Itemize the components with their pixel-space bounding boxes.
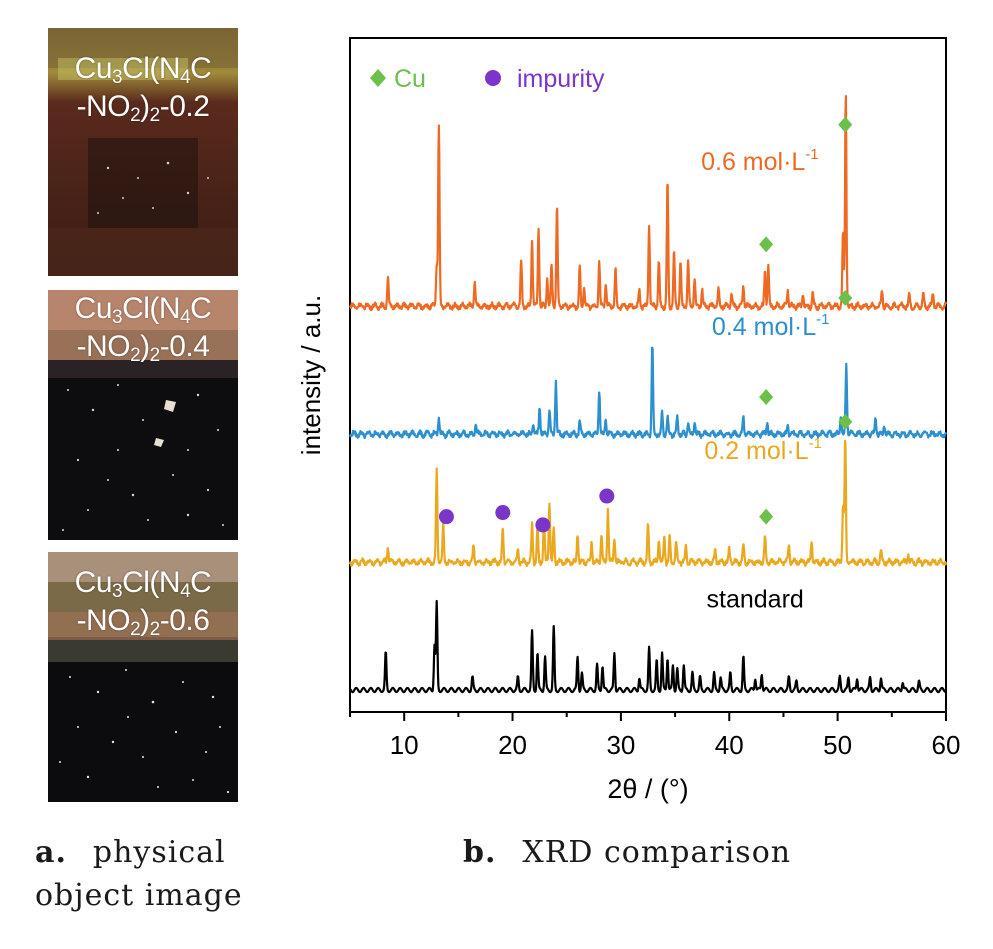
cu-peak-marker (838, 413, 853, 430)
x-tick-label: 20 (498, 730, 527, 760)
cu-peak-marker (759, 508, 774, 525)
cu-peak-marker (759, 236, 774, 253)
series-label-3: standard (707, 585, 804, 613)
sample-0.4-formula: Cu3Cl(N4C -NO2)2-0.4 (74, 292, 212, 366)
sparkles (97, 161, 209, 214)
white-flake (164, 400, 176, 412)
sample-photo-0.2: Cu3Cl(N4C -NO2)2-0.2 (48, 28, 238, 276)
legend-impurity-circle (485, 70, 501, 86)
cu-peak-marker (838, 116, 853, 133)
series-line-1 (348, 439, 948, 568)
sample-0.2-image (48, 28, 238, 276)
series-line-0 (349, 599, 947, 694)
legend-impurity-label: impurity (517, 65, 605, 93)
series-label-superscript: -1 (805, 146, 818, 163)
x-tick-label: 30 (606, 730, 635, 760)
x-tick-label: 50 (823, 730, 852, 760)
x-tick-label: 60 (932, 730, 961, 760)
caption-a-letter: a. (35, 835, 67, 870)
impurity-marker (535, 517, 551, 533)
caption-a-line1: physical (92, 835, 226, 870)
legend-cu-diamond (370, 69, 386, 87)
white-flake (154, 438, 164, 447)
x-tick-label: 40 (715, 730, 744, 760)
xrd-chart: 0.6 mol·L-1 0.4 mol·L-1 0.2 mol·L-1 standar… (296, 37, 961, 804)
sample-0.6-image (48, 552, 238, 802)
sparkles (62, 384, 224, 531)
series-line-3 (348, 94, 948, 312)
sample-0.6-formula: Cu3Cl(N4C -NO2)2-0.6 (74, 566, 212, 640)
series-label-0: 0.6 mol·L-1 (701, 146, 819, 176)
caption-b-letter: b. (463, 835, 497, 870)
caption-b-text: XRD comparison (522, 835, 792, 870)
sample-0.4-image (48, 290, 238, 540)
panel-b-caption: b. XRD comparison (463, 835, 791, 870)
panel-b-xrd: 0.6 mol·L-1 0.4 mol·L-1 0.2 mol·L-1 standar… (270, 0, 993, 949)
panel-a-caption: a. physical object image (35, 835, 243, 913)
panel-a-photos: Cu3Cl(N4C -NO2)2-0.2 Cu3Cl(N4C -NO2)2-0.… (0, 0, 270, 949)
caption-a-line2: object image (35, 878, 243, 913)
series-line-2 (348, 346, 948, 440)
x-axis-label: 2θ / (°) (607, 774, 688, 804)
legend-cu-label: Cu (394, 65, 426, 93)
impurity-marker (438, 509, 454, 525)
x-tick-label: 10 (390, 730, 419, 760)
series-label-superscript: -1 (816, 311, 829, 328)
series-label-superscript: -1 (809, 435, 822, 452)
series-label-2: 0.2 mol·L-1 (704, 435, 822, 465)
impurity-marker (599, 488, 615, 504)
plot-frame (349, 37, 947, 713)
y-axis-label: intensity / a.u. (296, 295, 326, 455)
sample-photo-0.6: Cu3Cl(N4C -NO2)2-0.6 (48, 552, 238, 802)
cu-peak-marker (759, 389, 774, 406)
series-label-1: 0.4 mol·L-1 (712, 311, 830, 341)
sparkles (59, 669, 230, 794)
impurity-marker (495, 505, 511, 521)
sample-0.2-formula: Cu3Cl(N4C -NO2)2-0.2 (74, 52, 212, 126)
cu-peak-marker (838, 289, 853, 306)
sample-photo-0.4: Cu3Cl(N4C -NO2)2-0.4 (48, 290, 238, 540)
